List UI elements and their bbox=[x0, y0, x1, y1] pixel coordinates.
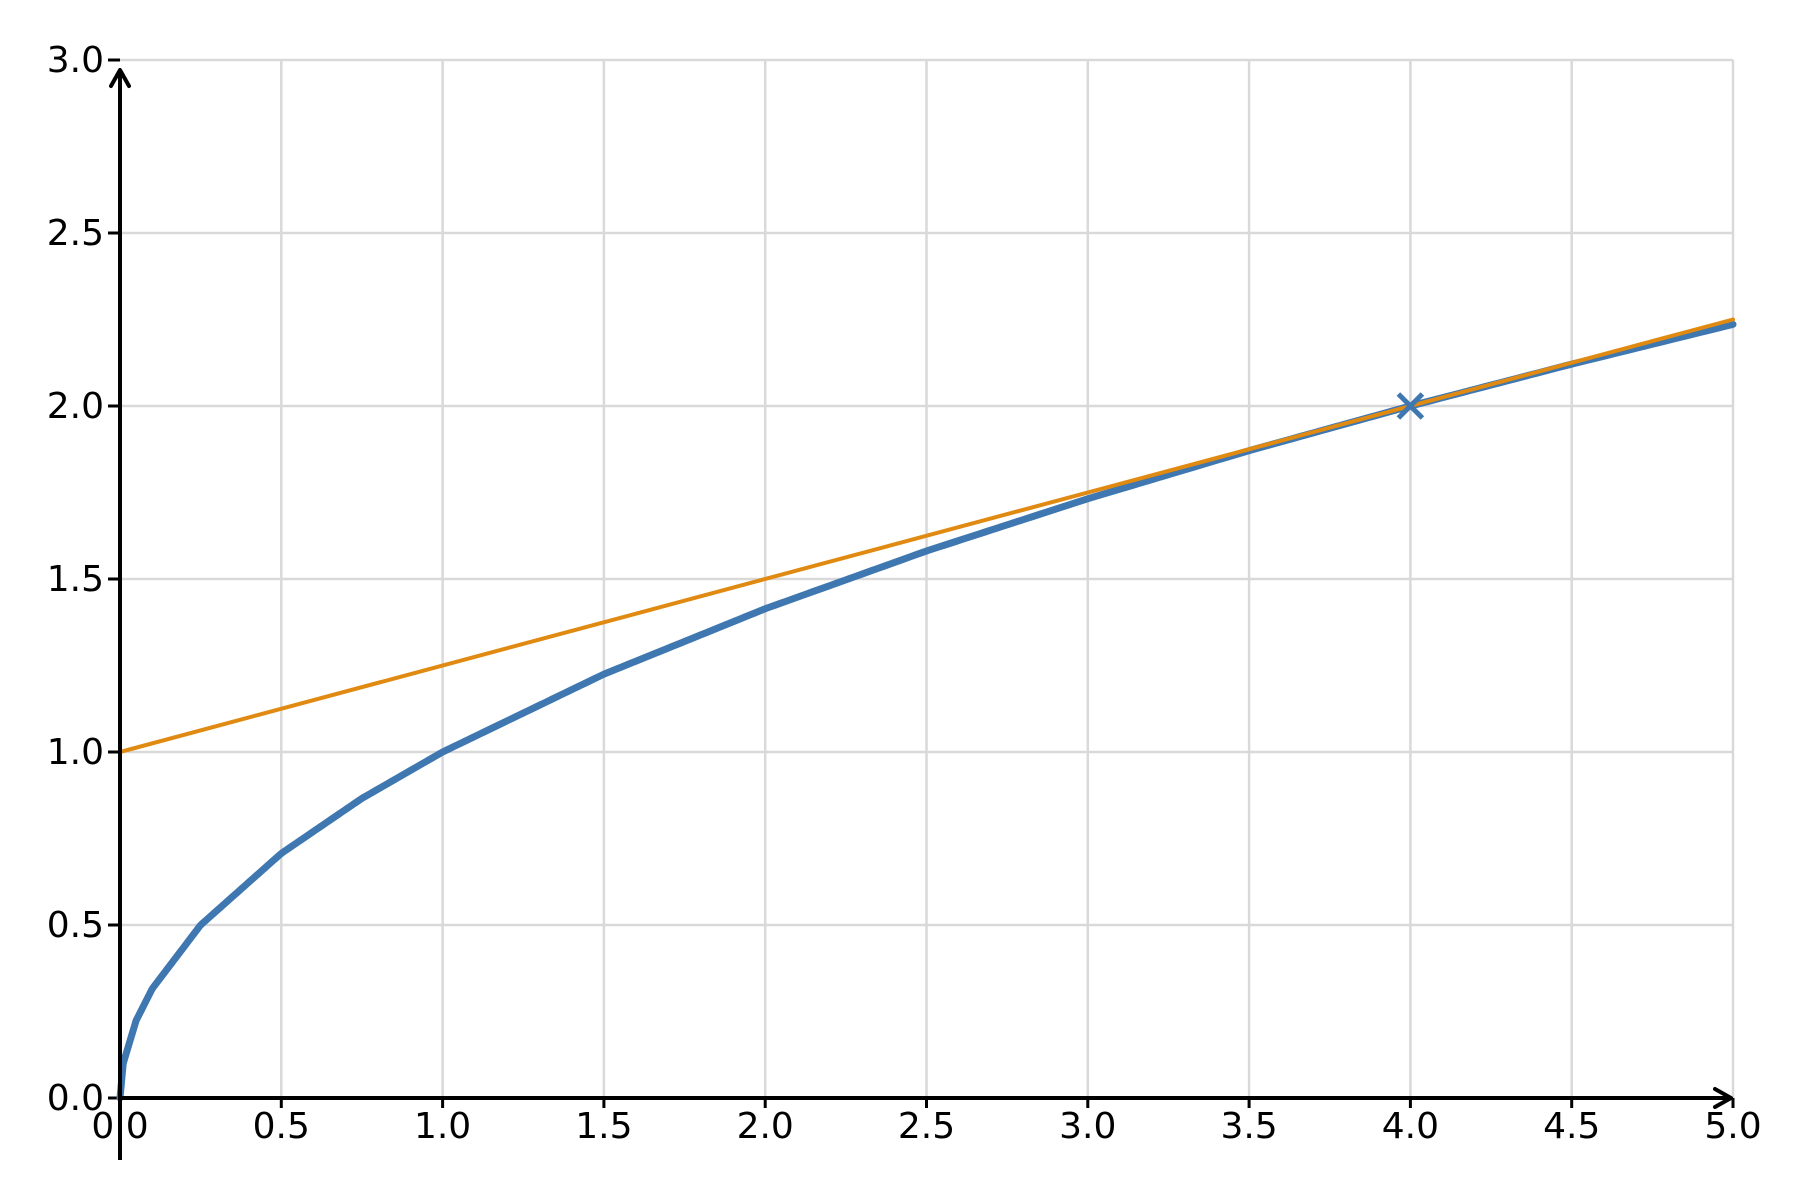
y-tick-label: 1.5 bbox=[47, 559, 104, 600]
y-axis-arrow bbox=[109, 68, 131, 88]
series-line-tangent bbox=[118, 317, 1735, 754]
x-tick-label: 0.0 bbox=[91, 1106, 148, 1147]
y-tick-label: 2.0 bbox=[47, 386, 104, 427]
y-tick-label: 0.0 bbox=[47, 1078, 104, 1119]
x-tick-label: 2.5 bbox=[898, 1106, 955, 1147]
x-tick-label: 4.0 bbox=[1382, 1106, 1439, 1147]
y-tick-label: 0.5 bbox=[47, 905, 104, 946]
x-marker-stroke bbox=[1396, 392, 1425, 420]
x-marker bbox=[1396, 392, 1425, 420]
x-tick-label: 3.5 bbox=[1220, 1106, 1277, 1147]
x-tick-label: 0.5 bbox=[253, 1106, 310, 1147]
x-tick-label: 1.5 bbox=[575, 1106, 632, 1147]
tick-labels: 0.0 0.5 1.0 1.5 2.0 2.5 3.0 3.5 4.0 4.5 5.0 0.0 0.5 1… bbox=[47, 40, 1762, 1147]
y-tick-label: 2.5 bbox=[47, 213, 104, 254]
y-tick-label: 3.0 bbox=[47, 40, 104, 81]
ticks bbox=[108, 58, 1735, 1108]
grid bbox=[120, 58, 1735, 1098]
x-tick-label: 3.0 bbox=[1059, 1106, 1116, 1147]
axes bbox=[109, 68, 1733, 1160]
x-tick-label: 5.0 bbox=[1704, 1106, 1761, 1147]
x-tick-label: 4.5 bbox=[1543, 1106, 1600, 1147]
y-tick-label: 1.0 bbox=[47, 732, 104, 773]
x-tick-label: 2.0 bbox=[737, 1106, 794, 1147]
series bbox=[116, 317, 1737, 1102]
markers bbox=[1396, 392, 1425, 420]
x-tick-label: 1.0 bbox=[414, 1106, 471, 1147]
x-axis-arrow bbox=[1713, 1087, 1733, 1109]
